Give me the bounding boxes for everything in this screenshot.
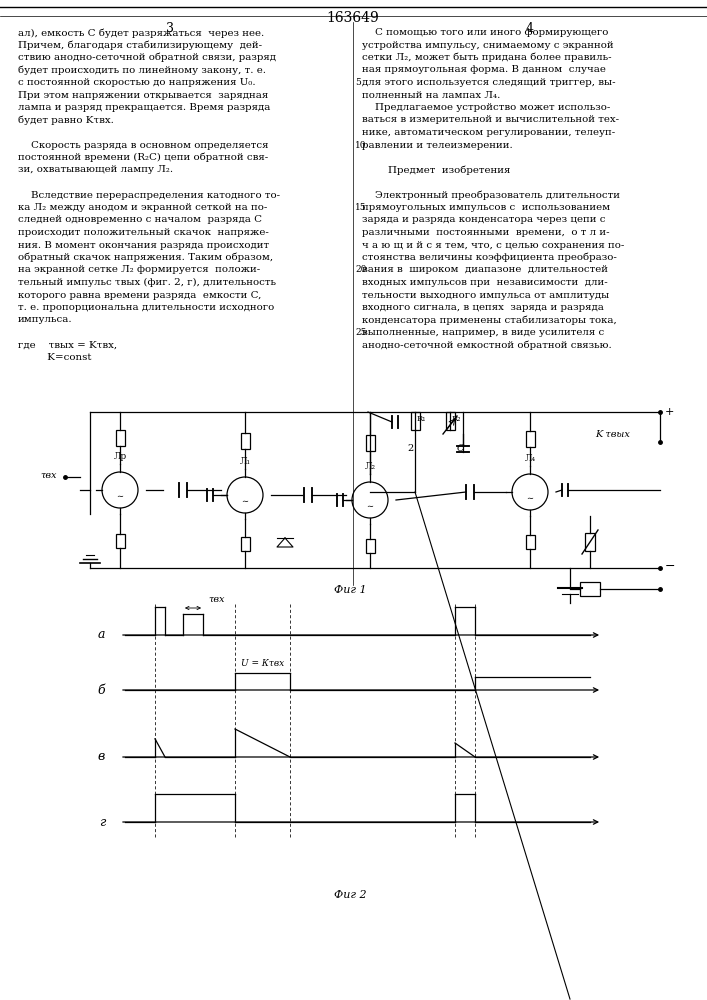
Text: ∼: ∼ bbox=[242, 496, 248, 506]
Text: заряда и разряда конденсатора через цепи с: заряда и разряда конденсатора через цепи… bbox=[362, 216, 605, 225]
Bar bbox=[525, 431, 534, 447]
Text: С помощью того или иного формирующего: С помощью того или иного формирующего bbox=[362, 28, 609, 37]
Bar bbox=[366, 539, 375, 553]
Text: −: − bbox=[665, 560, 675, 572]
Bar bbox=[240, 536, 250, 550]
Text: анодно-сеточной емкостной обратной связью.: анодно-сеточной емкостной обратной связь… bbox=[362, 340, 612, 350]
Text: 3: 3 bbox=[166, 22, 174, 35]
Text: зи, охватывающей лампу Л₂.: зи, охватывающей лампу Л₂. bbox=[18, 165, 173, 174]
Text: входного сигнала, в цепях  заряда и разряда: входного сигнала, в цепях заряда и разря… bbox=[362, 303, 604, 312]
Text: ствию анодно-сеточной обратной связи, разряд: ствию анодно-сеточной обратной связи, ра… bbox=[18, 53, 276, 62]
Text: U = Кτвх: U = Кτвх bbox=[241, 659, 284, 668]
Bar bbox=[366, 435, 375, 451]
Text: Фиг 1: Фиг 1 bbox=[334, 585, 366, 595]
Text: ∼: ∼ bbox=[366, 502, 373, 510]
Text: нике, автоматическом регулировании, телеуп-: нике, автоматическом регулировании, теле… bbox=[362, 128, 615, 137]
Text: конденсатора применены стабилизаторы тока,: конденсатора применены стабилизаторы ток… bbox=[362, 316, 617, 325]
Text: в: в bbox=[98, 750, 105, 764]
Text: 163649: 163649 bbox=[327, 11, 380, 25]
Text: следней одновременно с началом  разряда C: следней одновременно с началом разряда C bbox=[18, 216, 262, 225]
Text: импульса.: импульса. bbox=[18, 316, 73, 324]
Text: лампа и разряд прекращается. Время разряда: лампа и разряд прекращается. Время разря… bbox=[18, 103, 270, 112]
Text: происходит положительный скачок  напряже-: происходит положительный скачок напряже- bbox=[18, 228, 269, 237]
Text: тельный импульс τвых (фиг. 2, г), длительность: тельный импульс τвых (фиг. 2, г), длител… bbox=[18, 278, 276, 287]
Text: Предлагаемое устройство может использо-: Предлагаемое устройство может использо- bbox=[362, 103, 610, 112]
Text: τвх: τвх bbox=[208, 595, 225, 604]
Text: 10: 10 bbox=[355, 140, 366, 149]
Bar bbox=[525, 535, 534, 549]
Text: C: C bbox=[456, 444, 464, 453]
Text: которого равна времени разряда  емкости C,: которого равна времени разряда емкости C… bbox=[18, 290, 262, 300]
Text: ал), емкость C будет разряжаться  через нее.: ал), емкость C будет разряжаться через н… bbox=[18, 28, 264, 37]
Bar bbox=[411, 412, 419, 430]
Text: ния. В момент окончания разряда происходит: ния. В момент окончания разряда происход… bbox=[18, 240, 269, 249]
Bar bbox=[115, 534, 124, 548]
Text: тельности выходного импульса от амплитуды: тельности выходного импульса от амплитуд… bbox=[362, 290, 609, 300]
Text: +: + bbox=[665, 407, 674, 417]
Text: ∼: ∼ bbox=[527, 493, 534, 502]
Text: будет равно Kτвх.: будет равно Kτвх. bbox=[18, 115, 114, 125]
Text: равлении и телеизмерении.: равлении и телеизмерении. bbox=[362, 140, 513, 149]
Text: 25: 25 bbox=[355, 328, 366, 337]
Text: на экранной сетке Л₂ формируется  положи-: на экранной сетке Л₂ формируется положи- bbox=[18, 265, 260, 274]
Text: Скорость разряда в основном определяется: Скорость разряда в основном определяется bbox=[18, 140, 269, 149]
Text: т. е. пропорциональна длительности исходного: т. е. пропорциональна длительности исход… bbox=[18, 303, 274, 312]
Text: R₂: R₂ bbox=[452, 415, 462, 423]
Bar bbox=[240, 432, 250, 448]
Text: а: а bbox=[98, 629, 105, 642]
Text: Вследствие перераспределения катодного то-: Вследствие перераспределения катодного т… bbox=[18, 190, 280, 200]
Text: Электронный преобразователь длительности: Электронный преобразователь длительности bbox=[362, 190, 620, 200]
Bar bbox=[115, 430, 124, 446]
Text: различными  постоянными  времени,  о т л и-: различными постоянными времени, о т л и- bbox=[362, 228, 609, 237]
Text: где    τвых = Kτвх,: где τвых = Kτвх, bbox=[18, 340, 117, 350]
Text: ∼: ∼ bbox=[117, 491, 124, 500]
Text: Предмет  изобретения: Предмет изобретения bbox=[362, 165, 510, 175]
Bar bbox=[580, 582, 600, 596]
Text: сетки Л₂, может быть придана более правиль-: сетки Л₂, может быть придана более прави… bbox=[362, 53, 612, 62]
Text: 5: 5 bbox=[355, 78, 361, 87]
Text: вания в  широком  диапазоне  длительностей: вания в широком диапазоне длительностей bbox=[362, 265, 608, 274]
Text: входных импульсов при  независимости  дли-: входных импульсов при независимости дли- bbox=[362, 278, 608, 287]
Text: R₁: R₁ bbox=[417, 415, 426, 423]
Text: с постоянной скоростью до напряжения U₀.: с постоянной скоростью до напряжения U₀. bbox=[18, 78, 256, 87]
Text: Л₂: Л₂ bbox=[364, 462, 375, 471]
Text: г: г bbox=[98, 816, 105, 828]
Text: При этом напряжении открывается  зарядная: При этом напряжении открывается зарядная bbox=[18, 91, 268, 100]
Text: K=const: K=const bbox=[18, 353, 91, 362]
Text: ваться в измерительной и вычислительной тех-: ваться в измерительной и вычислительной … bbox=[362, 115, 619, 124]
Text: обратный скачок напряжения. Таким образом,: обратный скачок напряжения. Таким образо… bbox=[18, 253, 273, 262]
Text: Л₁: Л₁ bbox=[240, 457, 250, 466]
Text: стоянства величины коэффициента преобразо-: стоянства величины коэффициента преобраз… bbox=[362, 253, 617, 262]
Text: τвх: τвх bbox=[40, 471, 57, 480]
Text: 2: 2 bbox=[407, 444, 413, 453]
Text: ная прямоугольная форма. В данном  случае: ная прямоугольная форма. В данном случае bbox=[362, 66, 606, 75]
Text: Причем, благодаря стабилизирующему  дей-: Причем, благодаря стабилизирующему дей- bbox=[18, 40, 262, 50]
Text: будет происходить по линейному закону, т. е.: будет происходить по линейному закону, т… bbox=[18, 66, 266, 75]
Text: ч а ю щ и й с я тем, что, с целью сохранения по-: ч а ю щ и й с я тем, что, с целью сохран… bbox=[362, 240, 624, 249]
Text: для этого используется следящий триггер, вы-: для этого используется следящий триггер,… bbox=[362, 78, 616, 87]
Text: 20: 20 bbox=[355, 265, 366, 274]
Text: прямоугольных импульсов с  использованием: прямоугольных импульсов с использованием bbox=[362, 203, 610, 212]
Text: K τвых: K τвых bbox=[595, 430, 630, 438]
Bar bbox=[585, 533, 595, 551]
Text: Фиг 2: Фиг 2 bbox=[334, 890, 366, 900]
Text: ка Л₂ между анодом и экранной сеткой на по-: ка Л₂ между анодом и экранной сеткой на … bbox=[18, 203, 267, 212]
Text: 4: 4 bbox=[526, 22, 534, 35]
Text: устройства импульсу, снимаемому с экранной: устройства импульсу, снимаемому с экранн… bbox=[362, 40, 614, 49]
Text: Лр: Лр bbox=[113, 452, 127, 461]
Text: б: б bbox=[98, 684, 105, 696]
Bar bbox=[445, 412, 455, 430]
Text: Л₄: Л₄ bbox=[525, 454, 536, 463]
Text: полненный на лампах Л₄.: полненный на лампах Л₄. bbox=[362, 91, 501, 100]
Text: 15: 15 bbox=[355, 203, 367, 212]
Text: постоянной времени (R₂C) цепи обратной свя-: постоянной времени (R₂C) цепи обратной с… bbox=[18, 153, 268, 162]
Text: выполненные, например, в виде усилителя с: выполненные, например, в виде усилителя … bbox=[362, 328, 604, 337]
